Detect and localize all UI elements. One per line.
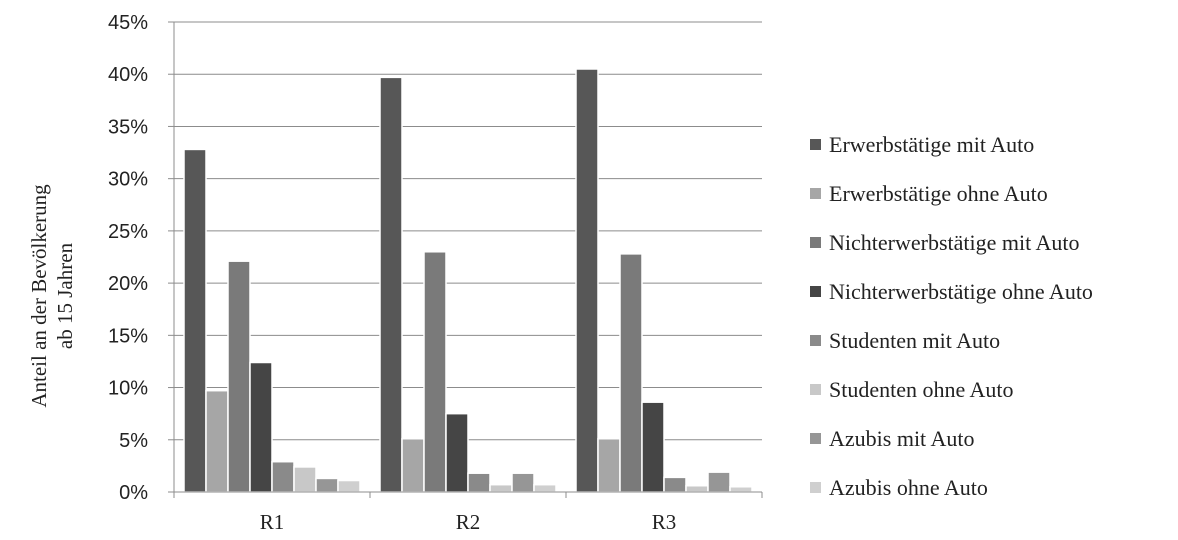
legend-label: Azubis mit Auto: [829, 425, 975, 451]
bar: [619, 253, 643, 493]
legend-swatch: [810, 482, 821, 493]
x-category-labels: R1 R2 R3: [260, 510, 677, 534]
y-tick-label: 5%: [119, 430, 148, 452]
bar: [575, 68, 599, 493]
bar: [379, 76, 403, 493]
legend-label: Nichterwerbstätige mit Auto: [829, 229, 1080, 255]
bar: [707, 471, 731, 493]
bar: [423, 251, 447, 493]
y-tick-label: 45%: [108, 12, 148, 34]
bar: [663, 476, 687, 493]
legend-item: Erwerbstätige mit Auto: [810, 120, 1093, 169]
bar: [315, 477, 339, 493]
bar: [729, 486, 753, 493]
legend: Erwerbstätige mit Auto Erwerbstätige ohne…: [810, 120, 1093, 512]
y-tick-label: 15%: [108, 325, 148, 347]
legend-label: Studenten mit Auto: [829, 327, 1001, 353]
legend-item: Studenten ohne Auto: [810, 365, 1093, 414]
y-tick-label: 35%: [108, 116, 148, 138]
axes: [173, 22, 763, 498]
y-tick-label: 40%: [108, 64, 148, 86]
bar: [533, 483, 557, 493]
y-tick-label: 30%: [108, 169, 148, 191]
x-category-label: R1: [260, 510, 285, 534]
legend-swatch: [810, 237, 821, 248]
bar: [227, 260, 251, 493]
bar: [337, 479, 361, 493]
legend-label: Nichterwerbstätige ohne Auto: [829, 278, 1093, 304]
legend-label: Erwerbstätige mit Auto: [829, 131, 1035, 157]
bar-chart: 0% 5% 10% 15% 20% 25% 30% 35% 40% 45% R1 R2 R3 Ante…: [27, 12, 763, 534]
legend-swatch: [810, 433, 821, 444]
legend-label: Studenten ohne Auto: [829, 376, 1014, 402]
bars: [183, 68, 753, 493]
bar: [183, 148, 207, 493]
bar: [597, 437, 621, 493]
y-tick-label: 20%: [108, 273, 148, 295]
x-category-label: R3: [652, 510, 677, 534]
y-axis-label-line1: Anteil an der Bevölkerung: [27, 184, 51, 408]
bar: [685, 484, 709, 493]
bar: [205, 389, 229, 493]
y-tick-label: 25%: [108, 221, 148, 243]
bar: [445, 412, 469, 493]
bar: [293, 466, 317, 493]
bar: [489, 483, 513, 493]
legend-label: Erwerbstätige ohne Auto: [829, 180, 1048, 206]
bar: [249, 361, 273, 493]
legend-item: Azubis mit Auto: [810, 414, 1093, 463]
legend-swatch: [810, 188, 821, 199]
legend-item: Nichterwerbstätige mit Auto: [810, 218, 1093, 267]
legend-swatch: [810, 139, 821, 150]
legend-item: Studenten mit Auto: [810, 316, 1093, 365]
legend-item: Azubis ohne Auto: [810, 463, 1093, 512]
legend-swatch: [810, 384, 821, 395]
bar: [401, 437, 425, 493]
y-tick-label: 10%: [108, 378, 148, 400]
legend-swatch: [810, 286, 821, 297]
y-tick-label: 0%: [119, 482, 148, 504]
legend-item: Nichterwerbstätige ohne Auto: [810, 267, 1093, 316]
bar: [271, 460, 295, 493]
y-tick-labels: 0% 5% 10% 15% 20% 25% 30% 35% 40% 45%: [108, 12, 148, 504]
y-axis-label-line2: ab 15 Jahren: [53, 242, 77, 349]
x-category-label: R2: [456, 510, 481, 534]
legend-swatch: [810, 335, 821, 346]
bar: [467, 472, 491, 493]
y-axis-label: Anteil an der Bevölkerung ab 15 Jahren: [27, 184, 77, 408]
bar: [511, 472, 535, 493]
bar: [641, 401, 665, 493]
legend-label: Azubis ohne Auto: [829, 474, 988, 500]
legend-item: Erwerbstätige ohne Auto: [810, 169, 1093, 218]
